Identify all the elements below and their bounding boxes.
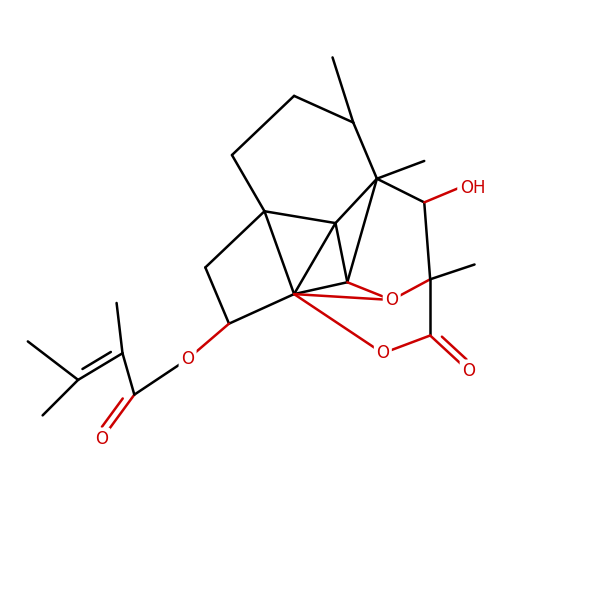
Text: O: O bbox=[376, 344, 389, 362]
Text: O: O bbox=[385, 291, 398, 309]
Text: OH: OH bbox=[460, 179, 485, 197]
Text: O: O bbox=[462, 362, 475, 380]
Text: O: O bbox=[181, 350, 194, 368]
Text: O: O bbox=[95, 430, 108, 448]
